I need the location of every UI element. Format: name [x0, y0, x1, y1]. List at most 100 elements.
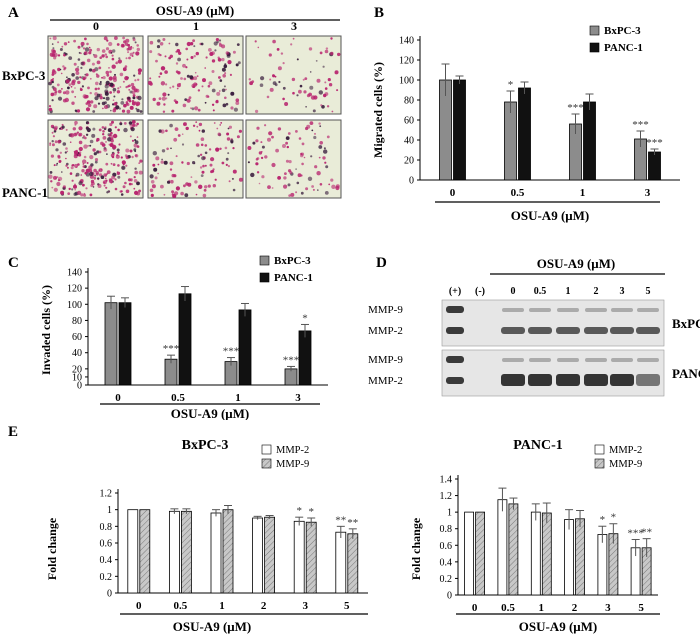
stained-cell [114, 126, 117, 129]
stained-cell [61, 171, 63, 173]
stained-cell [194, 71, 197, 74]
b-legend-swatch-PANC-1 [589, 42, 600, 53]
micrograph-0-2 [245, 35, 342, 115]
stained-cell [198, 129, 201, 132]
stained-cell [211, 88, 216, 93]
stained-cell [251, 80, 255, 83]
stained-cell [218, 76, 221, 79]
e1-bar-MMP-9 [139, 509, 151, 594]
stained-cell [108, 178, 113, 182]
stained-cell [50, 180, 53, 183]
stained-cell [87, 144, 90, 147]
c-bar-BxPC-3 [284, 368, 298, 386]
stained-cell [235, 98, 240, 102]
stained-cell [232, 50, 236, 54]
stained-cell [225, 102, 229, 106]
mmp2-band [528, 327, 552, 334]
stained-cell [85, 107, 91, 112]
stained-cell [254, 40, 257, 43]
stained-cell [312, 109, 316, 113]
stained-cell [104, 105, 108, 109]
stained-cell [181, 161, 184, 164]
stained-cell [75, 166, 78, 168]
stained-cell [61, 45, 64, 48]
stained-cell [50, 154, 55, 158]
stained-cell [175, 155, 178, 158]
stained-cell [208, 81, 213, 86]
stained-cell [169, 161, 174, 166]
stained-cell [209, 163, 213, 167]
stained-cell [136, 145, 140, 148]
stained-cell [105, 47, 110, 51]
stained-cell [258, 182, 261, 185]
stained-cell [164, 70, 168, 74]
panel-letter-a: A [8, 5, 19, 21]
stained-cell [103, 97, 105, 100]
e2-x-tick-label: 1 [539, 602, 545, 614]
stained-cell [184, 193, 189, 198]
stained-cell [193, 76, 198, 81]
stained-cell [105, 186, 108, 189]
c-legend-label-BxPC-3: BxPC-3 [274, 255, 311, 267]
stained-cell [103, 184, 106, 187]
b-bar-PANC-1 [518, 87, 531, 181]
stained-cell [128, 182, 132, 186]
stained-cell [96, 74, 100, 78]
stained-cell [96, 47, 101, 52]
stained-cell [165, 97, 168, 100]
stained-cell [63, 42, 68, 46]
stained-cell [236, 135, 240, 139]
stained-cell [128, 99, 132, 103]
stained-cell [154, 176, 158, 180]
stained-cell [111, 120, 114, 124]
stained-cell [167, 93, 170, 96]
stained-cell [136, 47, 140, 52]
e1-significance-mark: ** [347, 517, 358, 529]
stained-cell [159, 53, 162, 57]
stained-cell [125, 148, 130, 153]
stained-cell [189, 75, 194, 80]
stained-cell [267, 185, 271, 190]
stained-cell [122, 161, 126, 165]
stained-cell [219, 43, 223, 47]
stained-cell [300, 152, 305, 156]
stained-cell [225, 51, 229, 55]
stained-cell [326, 135, 330, 139]
stained-cell [139, 110, 143, 113]
stained-cell [182, 103, 187, 108]
stained-cell [186, 161, 190, 166]
panel-letter-d: D [376, 255, 387, 271]
stained-cell [215, 99, 219, 103]
stained-cell [278, 80, 281, 84]
e2-y-tick-label: 0.2 [440, 574, 453, 585]
c-significance-mark: *** [223, 346, 240, 358]
e1-x-tick-label: 2 [261, 600, 267, 612]
stained-cell [107, 128, 112, 133]
stained-cell [292, 37, 295, 40]
stained-cell [131, 139, 135, 142]
stained-cell [230, 140, 234, 144]
stained-cell [314, 132, 316, 135]
stained-cell [255, 158, 259, 161]
lane-label: 1 [566, 286, 571, 297]
mmp2-band [584, 327, 608, 334]
stained-cell [65, 128, 68, 131]
stained-cell [82, 183, 85, 187]
stained-cell [48, 105, 52, 108]
b-significance-mark: * [508, 79, 514, 91]
stained-cell [296, 181, 300, 185]
stained-cell [56, 83, 60, 87]
stained-cell [80, 66, 83, 69]
mmp9-band [557, 358, 579, 362]
stained-cell [266, 95, 270, 99]
stained-cell [297, 173, 302, 178]
stained-cell [83, 193, 87, 197]
stained-cell [82, 135, 86, 138]
stained-cell [72, 79, 76, 83]
stained-cell [53, 56, 57, 60]
stained-cell [157, 163, 160, 166]
b-significance-mark: *** [567, 102, 584, 114]
stained-cell [94, 160, 98, 164]
stained-cell [121, 109, 126, 113]
stained-cell [272, 39, 276, 44]
